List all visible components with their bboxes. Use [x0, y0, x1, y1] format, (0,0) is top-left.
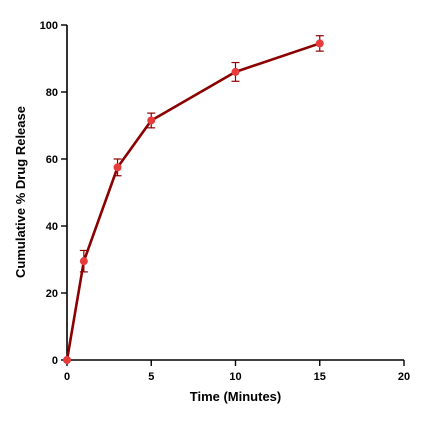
x-tick-label: 5: [148, 371, 154, 383]
data-point: [315, 39, 324, 48]
x-axis-title: Time (Minutes): [190, 389, 282, 404]
x-tick-label: 0: [64, 371, 70, 383]
y-tick-label: 80: [46, 87, 58, 99]
x-tick-label: 20: [398, 371, 410, 383]
data-point: [231, 67, 240, 76]
y-tick-label: 40: [46, 221, 58, 233]
data-point: [113, 163, 122, 172]
x-ticks: 0 5 10 15 20: [64, 360, 410, 383]
y-tick-label: 20: [46, 288, 58, 300]
y-axis-title: Cumulative % Drug Release: [13, 106, 28, 278]
series-layer: [63, 35, 324, 364]
y-tick-label: 0: [52, 355, 58, 367]
data-point: [79, 257, 88, 266]
y-tick-label: 60: [46, 154, 58, 166]
x-tick-label: 15: [314, 371, 326, 383]
data-point: [63, 356, 71, 364]
x-tick-label: 10: [229, 371, 241, 383]
y-tick-label: 100: [40, 20, 58, 32]
data-point: [147, 116, 156, 125]
y-ticks: 0 20 40 60 80 100: [40, 20, 67, 367]
series-line: [65, 42, 321, 361]
